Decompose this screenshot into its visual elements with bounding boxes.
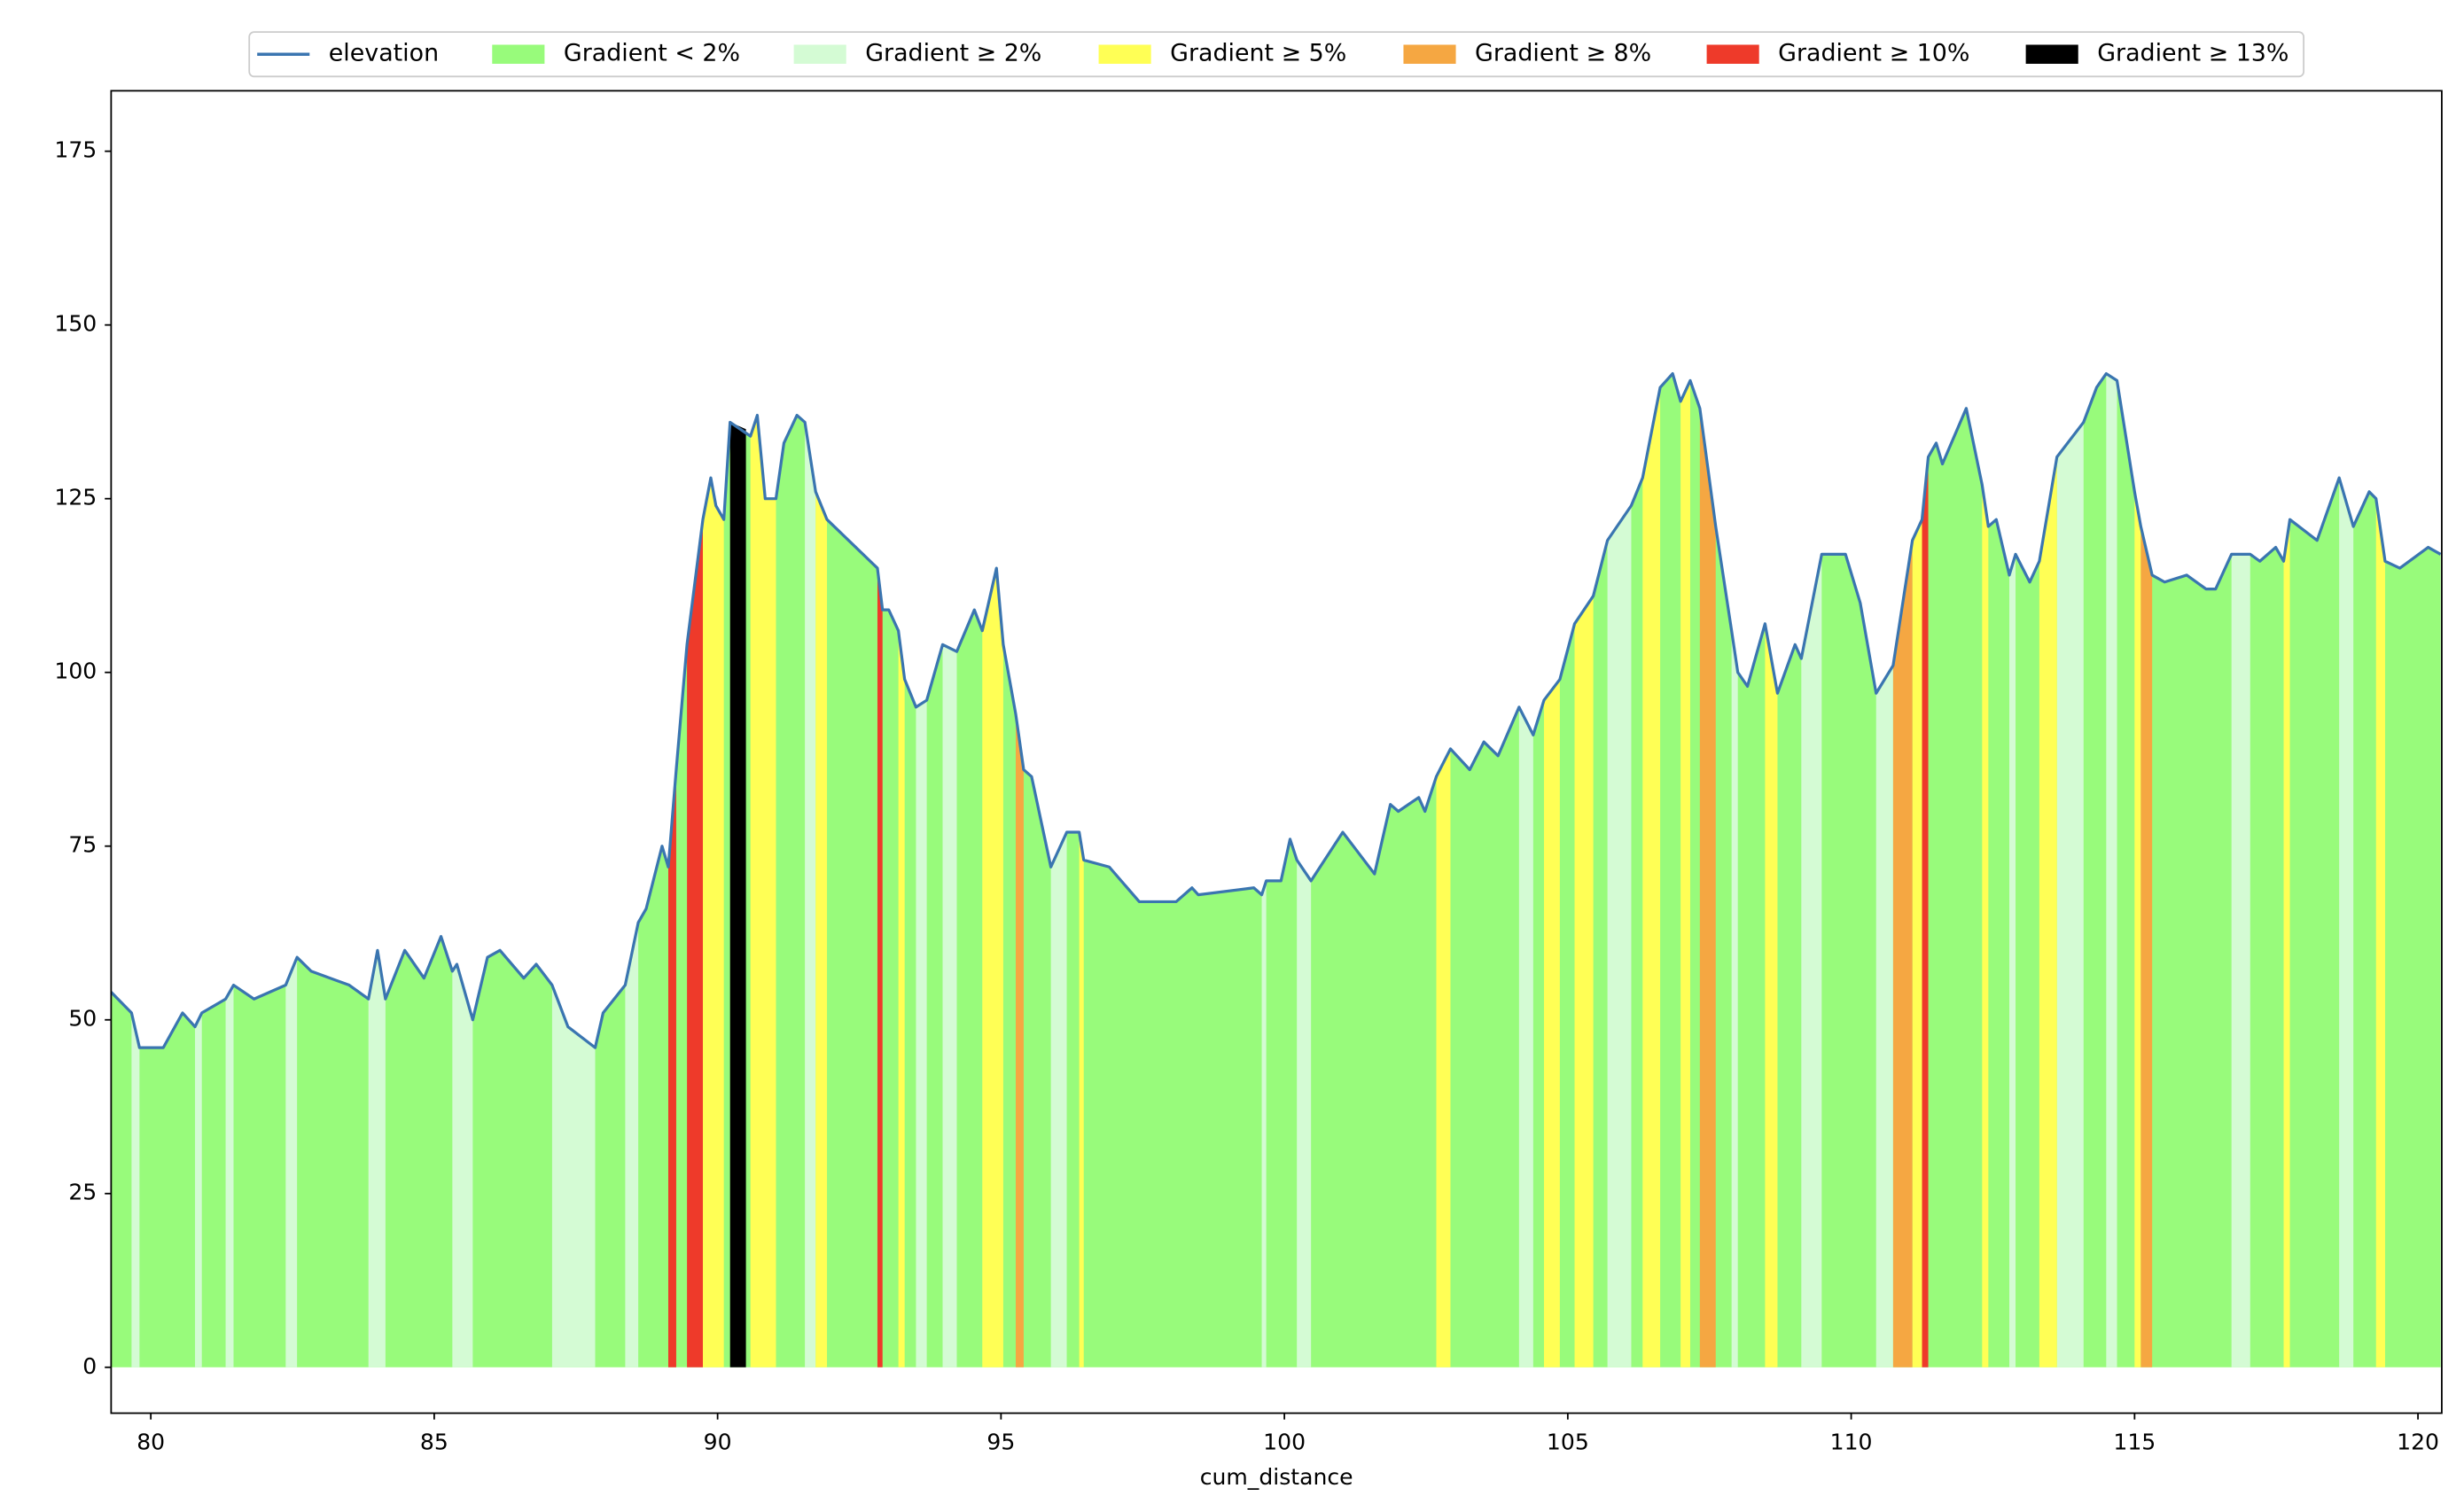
legend-label: Gradient ≥ 2%: [865, 40, 1041, 67]
legend-frame: [248, 31, 2304, 78]
legend-swatch: [793, 44, 846, 64]
x-tick-label: 110: [1830, 1430, 1873, 1455]
gradient-fill: [729, 422, 746, 1367]
legend-label: Gradient ≥ 10%: [1778, 40, 1969, 67]
legend-label: Gradient < 2%: [564, 40, 740, 67]
y-tick-label: 100: [54, 658, 97, 684]
y-tick-label: 175: [54, 137, 97, 163]
legend-swatch: [1098, 44, 1151, 64]
legend-label: Gradient ≥ 8%: [1475, 40, 1651, 67]
x-tick-label: 90: [704, 1430, 732, 1455]
legend-swatch: [2025, 44, 2078, 64]
axes-frame: [110, 90, 2443, 1414]
x-tick-label: 100: [1263, 1430, 1306, 1455]
legend-label: Gradient ≥ 13%: [2097, 40, 2289, 67]
x-tick-label: 120: [2397, 1430, 2439, 1455]
legend-label: Gradient ≥ 5%: [1170, 40, 1346, 67]
legend-swatch: [492, 44, 545, 64]
x-tick-label: 95: [986, 1430, 1015, 1455]
y-tick-label: 50: [68, 1006, 97, 1032]
elevation-line: [110, 371, 2442, 1049]
legend-swatch: [1403, 44, 1456, 64]
x-tick-label: 115: [2113, 1430, 2156, 1455]
legend-label: elevation: [329, 40, 439, 67]
x-axis-label: cum_distance: [1200, 1464, 1353, 1490]
gradient-fill: [703, 380, 2385, 1367]
x-tick-label: 105: [1547, 1430, 1589, 1455]
y-tick-label: 25: [68, 1180, 97, 1205]
y-tick-label: 150: [54, 311, 97, 337]
y-tick-label: 75: [68, 832, 97, 858]
x-tick-label: 80: [136, 1430, 165, 1455]
y-tick-label: 0: [82, 1353, 97, 1379]
legend-swatch: [1706, 44, 1759, 64]
x-tick-label: 85: [420, 1430, 448, 1455]
legend: elevation Gradient < 2% Gradient ≥ 2% Gradi…: [248, 31, 2304, 78]
y-tick-label: 125: [54, 485, 97, 510]
plot-area: [110, 371, 2442, 1367]
